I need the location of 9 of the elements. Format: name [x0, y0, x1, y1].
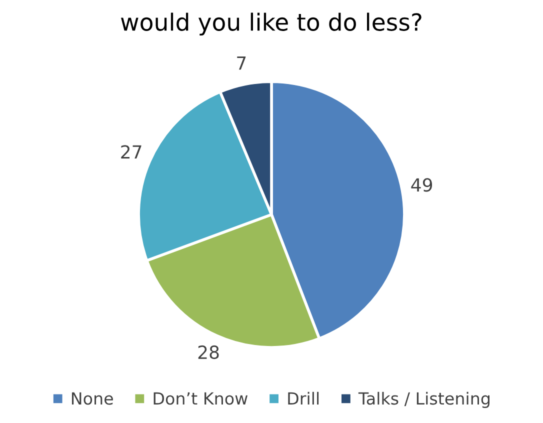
legend-label: Talks / Listening [358, 392, 490, 408]
data-label: 7 [237, 56, 246, 70]
data-label: 49 [411, 178, 432, 192]
legend-label: Drill [288, 392, 319, 405]
legend-label: Don’t Know [154, 392, 248, 405]
data-label: 28 [198, 345, 219, 360]
chart-title: would you like to do less? [120, 12, 422, 36]
data-label: 27 [121, 145, 142, 159]
legend-label: None [72, 392, 113, 405]
